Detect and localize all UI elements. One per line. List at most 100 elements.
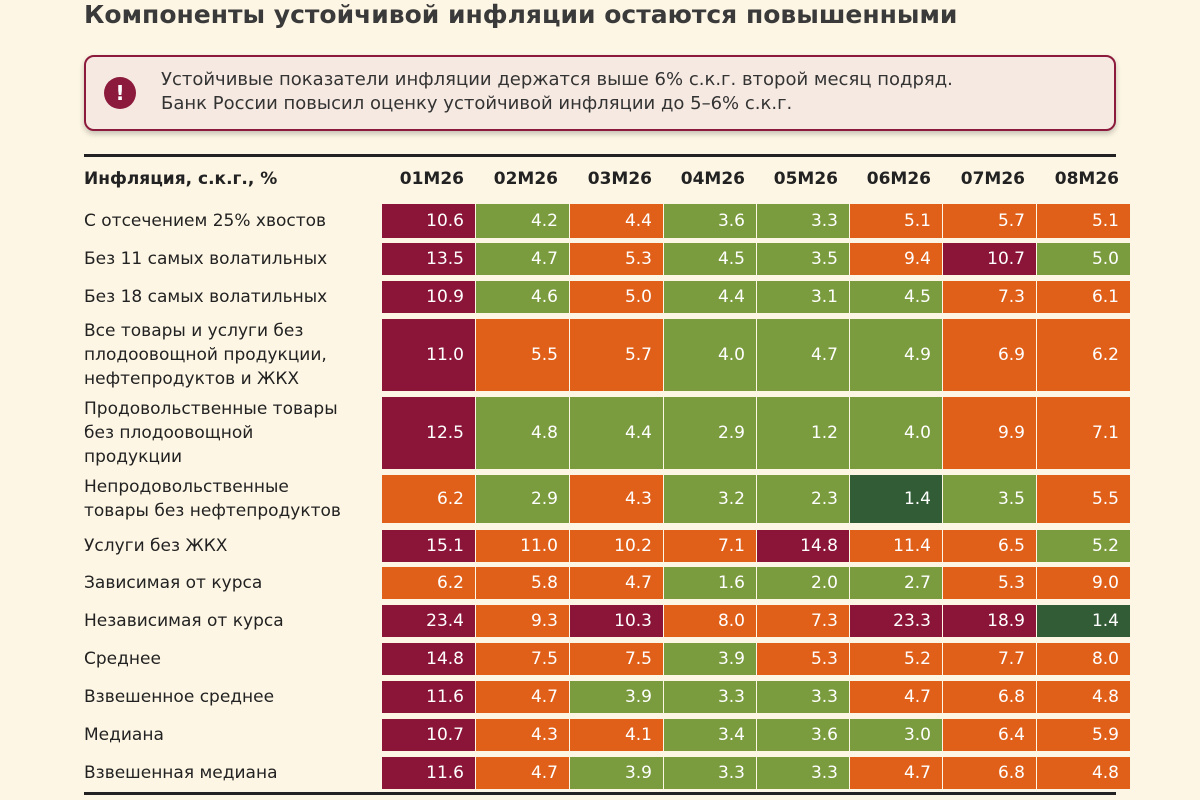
- heatmap-cell: 4.7: [757, 319, 849, 391]
- heatmap-cell: 5.1: [1037, 204, 1130, 238]
- heatmap-cell: 4.7: [850, 681, 942, 713]
- heatmap-cell: 7.5: [476, 643, 569, 675]
- column-header: 01М26: [399, 169, 464, 189]
- heatmap-cell: 5.0: [570, 281, 663, 313]
- heatmap-cell: 4.0: [664, 319, 756, 391]
- table-top-rule: [84, 154, 1116, 157]
- heatmap-cell: 4.4: [570, 204, 663, 238]
- heatmap-cell: 4.7: [476, 243, 569, 275]
- column-header: 03М26: [587, 169, 652, 189]
- heatmap-cell: 14.8: [757, 530, 849, 562]
- alert-line-2: Банк России повысил оценку устойчивой ин…: [161, 93, 793, 114]
- heatmap-cell: 3.0: [850, 719, 942, 751]
- column-header: 05М26: [773, 169, 838, 189]
- heatmap-cell: 5.8: [476, 567, 569, 599]
- table-row-header: Инфляция, с.к.г., %: [84, 169, 278, 189]
- heatmap-cell: 2.9: [476, 475, 569, 523]
- column-header: 06М26: [866, 169, 931, 189]
- heatmap-cell: 10.3: [570, 605, 663, 637]
- heatmap-cell: 5.3: [943, 567, 1036, 599]
- heatmap-cell: 7.1: [664, 530, 756, 562]
- row-label-line: Услуги без ЖКХ: [84, 536, 228, 556]
- exclamation-circle-icon: !: [104, 77, 136, 109]
- row-label: Продовольственные товары без плодоовощной…: [84, 397, 338, 469]
- heatmap-cell: 4.0: [850, 397, 942, 469]
- heatmap-cell: 23.3: [850, 605, 942, 637]
- heatmap-cell: 3.6: [664, 204, 756, 238]
- heatmap-cell: 5.3: [757, 643, 849, 675]
- row-label-line: Взвешенная медиана: [84, 763, 278, 783]
- alert-box: ! Устойчивые показатели инфляции держатс…: [84, 55, 1116, 131]
- heatmap-cell: 5.0: [1037, 243, 1130, 275]
- heatmap-cell: 8.0: [1037, 643, 1130, 675]
- row-label-line: Независимая от курса: [84, 611, 284, 631]
- row-label: Непродовольственные товары без нефтепроду…: [84, 475, 341, 523]
- row-label: Медиана: [84, 719, 164, 751]
- row-label: Взвешенное среднее: [84, 681, 274, 713]
- heatmap-cell: 11.6: [382, 681, 475, 713]
- table-bottom-rule: [84, 792, 1116, 795]
- row-label-line: Взвешенное среднее: [84, 687, 275, 707]
- heatmap-cell: 4.3: [476, 719, 569, 751]
- page-title: Компоненты устойчивой инфляции остаются …: [84, 0, 958, 29]
- heatmap-cell: 4.8: [1037, 681, 1130, 713]
- heatmap-cell: 11.0: [382, 319, 475, 391]
- heatmap-cell: 4.8: [476, 397, 569, 469]
- row-label: Без 11 самых волатильных: [84, 243, 327, 275]
- heatmap-cell: 13.5: [382, 243, 475, 275]
- heatmap-cell: 1.2: [757, 397, 849, 469]
- heatmap-cell: 3.3: [757, 681, 849, 713]
- heatmap-cell: 10.2: [570, 530, 663, 562]
- heatmap-cell: 8.0: [664, 605, 756, 637]
- heatmap-cell: 10.9: [382, 281, 475, 313]
- column-header: 02М26: [493, 169, 558, 189]
- heatmap-cell: 2.0: [757, 567, 849, 599]
- heatmap-cell: 4.8: [1037, 757, 1130, 789]
- row-label-line: Среднее: [84, 649, 161, 669]
- heatmap-cell: 3.5: [943, 475, 1036, 523]
- heatmap-cell: 4.3: [570, 475, 663, 523]
- heatmap-cell: 3.1: [757, 281, 849, 313]
- alert-line-1: Устойчивые показатели инфляции держатся …: [161, 69, 953, 90]
- heatmap-cell: 6.2: [1037, 319, 1130, 391]
- heatmap-cell: 10.6: [382, 204, 475, 238]
- heatmap-cell: 2.7: [850, 567, 942, 599]
- heatmap-cell: 1.4: [850, 475, 942, 523]
- heatmap-cell: 4.9: [850, 319, 942, 391]
- heatmap-cell: 3.4: [664, 719, 756, 751]
- column-header: 07М26: [960, 169, 1025, 189]
- heatmap-cell: 3.3: [664, 757, 756, 789]
- heatmap-cell: 15.1: [382, 530, 475, 562]
- heatmap-cell: 3.3: [757, 757, 849, 789]
- row-label-line: С отсечением 25% хвостов: [84, 211, 327, 231]
- heatmap-cell: 5.2: [850, 643, 942, 675]
- heatmap-cell: 7.5: [570, 643, 663, 675]
- heatmap-cell: 5.5: [476, 319, 569, 391]
- heatmap-cell: 3.2: [664, 475, 756, 523]
- heatmap-cell: 4.5: [850, 281, 942, 313]
- column-header: 04М26: [680, 169, 745, 189]
- heatmap-cell: 10.7: [943, 243, 1036, 275]
- heatmap-cell: 4.5: [664, 243, 756, 275]
- row-label: Без 18 самых волатильных: [84, 281, 327, 313]
- heatmap-cell: 6.4: [943, 719, 1036, 751]
- row-label-line: продукции: [84, 447, 183, 467]
- row-label: Услуги без ЖКХ: [84, 530, 227, 562]
- row-label: Зависимая от курса: [84, 567, 262, 599]
- row-label-line: Без 18 самых волатильных: [84, 287, 328, 307]
- heatmap-cell: 9.9: [943, 397, 1036, 469]
- alert-text: Устойчивые показатели инфляции держатся …: [161, 68, 953, 116]
- heatmap-cell: 3.9: [664, 643, 756, 675]
- heatmap-cell: 4.4: [570, 397, 663, 469]
- heatmap-cell: 4.1: [570, 719, 663, 751]
- heatmap-cell: 9.3: [476, 605, 569, 637]
- heatmap-cell: 5.1: [850, 204, 942, 238]
- heatmap-cell: 3.5: [757, 243, 849, 275]
- heatmap-cell: 4.7: [570, 567, 663, 599]
- heatmap-cell: 23.4: [382, 605, 475, 637]
- row-label-line: Медиана: [84, 725, 164, 745]
- heatmap-cell: 9.0: [1037, 567, 1130, 599]
- heatmap-cell: 6.2: [382, 475, 475, 523]
- heatmap-cell: 1.6: [664, 567, 756, 599]
- heatmap-cell: 3.3: [664, 681, 756, 713]
